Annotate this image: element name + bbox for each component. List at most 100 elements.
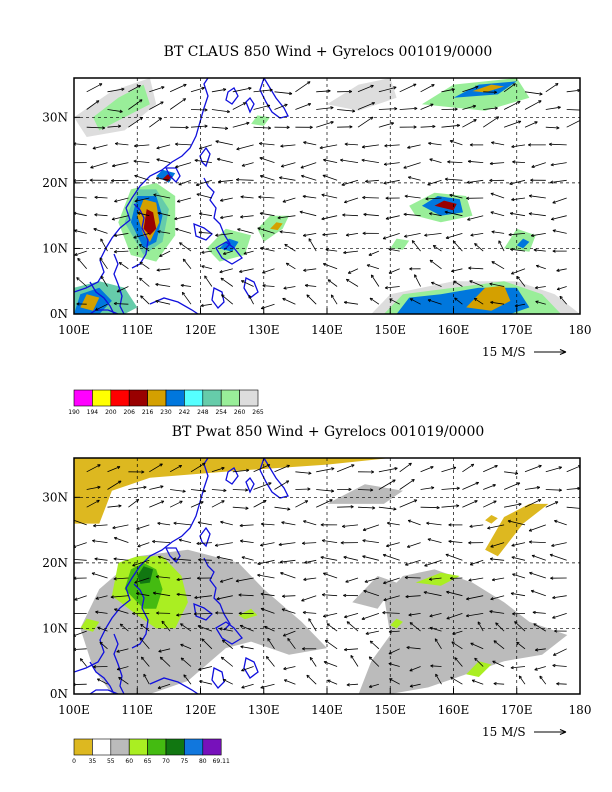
wind-arrowhead	[139, 277, 143, 281]
wind-arrow	[556, 268, 567, 272]
wind-arrowhead	[434, 638, 438, 642]
wind-arrow	[281, 521, 296, 526]
wind-arrow	[260, 175, 275, 181]
wind-arrowhead	[327, 279, 331, 283]
wind-arrow	[462, 119, 477, 128]
wind-arrow	[316, 468, 335, 473]
wind-arrowhead	[345, 579, 349, 583]
wind-arrow	[267, 638, 275, 650]
wind-arrow	[92, 144, 108, 149]
filled-region	[270, 222, 283, 231]
wind-arrowhead	[532, 610, 536, 615]
wind-arrow	[277, 215, 296, 219]
wind-arrow	[211, 88, 227, 93]
wind-arrow	[452, 630, 463, 635]
wind-arrowhead	[95, 610, 99, 614]
wind-arrow	[470, 559, 484, 566]
wind-arrow	[470, 233, 484, 236]
wind-arrow	[357, 506, 376, 509]
wind-arrow	[93, 228, 108, 234]
wind-arrowhead	[511, 271, 515, 275]
wind-arrow	[190, 87, 205, 93]
wind-arrow	[414, 274, 421, 287]
wind-arrowhead	[411, 240, 416, 244]
wind-arrowhead	[448, 539, 452, 544]
wind-arrowhead	[201, 638, 205, 642]
wind-arrowhead	[226, 109, 231, 114]
wind-arrowhead	[383, 598, 387, 602]
wind-arrowhead	[456, 123, 460, 128]
wind-arrowhead	[404, 194, 408, 198]
wind-arrow	[257, 574, 275, 579]
wind-arrow	[118, 676, 129, 685]
wind-arrow	[281, 162, 296, 167]
wind-arrowhead	[183, 674, 187, 678]
wind-arrow	[327, 279, 338, 287]
wind-arrow	[453, 280, 463, 287]
wind-arrow	[190, 501, 204, 508]
coastline-segment	[243, 277, 259, 299]
wind-arrow	[388, 648, 400, 655]
wind-arrowhead	[491, 141, 495, 145]
wind-arrow	[303, 577, 317, 581]
wind-arrowhead	[347, 270, 352, 274]
wind-arrow	[553, 648, 567, 656]
wind-arrowhead	[435, 673, 439, 678]
wind-arrowhead	[179, 500, 183, 504]
coastline-segment	[193, 222, 213, 241]
wind-arrow	[343, 250, 359, 254]
wind-arrowhead	[95, 307, 99, 311]
wind-arrowhead	[466, 180, 470, 184]
wind-arrowhead	[102, 126, 106, 130]
wind-arrowhead	[93, 524, 97, 528]
colorbar-label: 80	[199, 758, 207, 765]
coastline-segment	[89, 689, 119, 694]
wind-arrowhead	[139, 117, 143, 121]
wind-arrow	[173, 522, 192, 526]
y-tick-label: 30N	[42, 110, 68, 124]
wind-arrowhead	[161, 620, 165, 625]
coastline-segment	[211, 667, 225, 689]
wind-arrowhead	[388, 270, 393, 274]
wind-arrow	[503, 100, 521, 110]
filled-region	[504, 228, 536, 252]
wind-arrow	[236, 144, 254, 150]
wind-arrowhead	[393, 86, 397, 90]
wind-arrowhead	[134, 174, 138, 178]
wind-arrowhead	[371, 470, 375, 474]
wind-arrow	[139, 261, 150, 270]
wind-arrowhead	[514, 621, 518, 625]
wind-arrowhead	[178, 182, 182, 186]
wind-arrow	[112, 162, 129, 167]
wind-arrow	[159, 656, 171, 667]
wind-arrow	[173, 558, 192, 561]
wind-arrowhead	[245, 506, 249, 510]
wind-arrow	[490, 301, 505, 305]
wind-arrow	[491, 231, 505, 234]
wind-arrowhead	[173, 521, 177, 525]
wind-arrow	[566, 487, 580, 490]
wind-arrowhead	[343, 593, 347, 598]
pwat-panel: BT Pwat 850 Wind + Gyrelocs 001019/0000 …	[42, 424, 591, 765]
wind-arrowhead	[528, 143, 532, 147]
wind-arrowhead	[307, 81, 311, 85]
wind-arrowhead	[558, 466, 562, 470]
filled-region	[485, 515, 498, 524]
wind-arrowhead	[200, 501, 204, 505]
x-tick-label: 170E	[501, 323, 533, 337]
wind-arrow	[74, 558, 87, 561]
wind-arrowhead	[100, 238, 104, 242]
wind-arrow	[113, 233, 129, 237]
wind-arrowhead	[552, 229, 556, 233]
wind-arrow	[94, 214, 108, 217]
wind-arrowhead	[286, 464, 290, 468]
wind-arrow	[447, 161, 463, 163]
wind-arrow	[407, 542, 421, 548]
wind-arrow	[382, 612, 400, 614]
wind-arrowhead	[550, 163, 554, 167]
coastline-segment	[89, 281, 115, 314]
wind-arrow	[533, 623, 547, 632]
wind-arrow	[324, 639, 338, 650]
wind-arrow	[232, 469, 250, 473]
